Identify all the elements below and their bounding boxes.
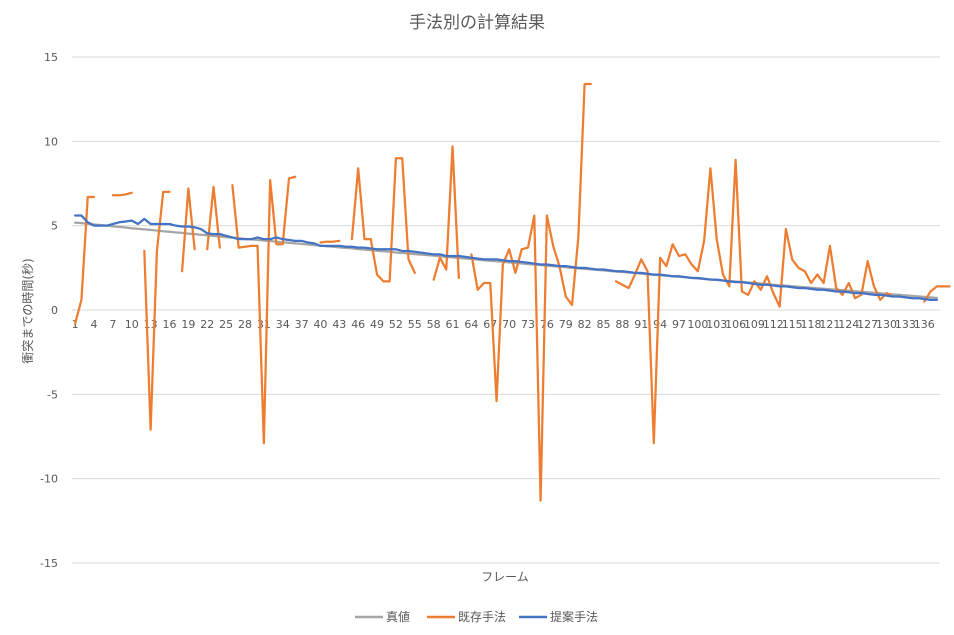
y-tick-label: 5 — [51, 220, 58, 233]
x-tick-label: 64 — [464, 318, 478, 331]
x-tick-label: 109 — [744, 318, 765, 331]
x-tick-label: 61 — [446, 318, 460, 331]
x-tick-label: 133 — [895, 318, 916, 331]
x-tick-label: 19 — [181, 318, 195, 331]
x-tick-label: 121 — [819, 318, 840, 331]
x-tick-label: 67 — [483, 318, 497, 331]
x-tick-label: 118 — [801, 318, 822, 331]
x-tick-label: 46 — [351, 318, 365, 331]
x-tick-label: 115 — [782, 318, 803, 331]
x-tick-label: 40 — [313, 318, 327, 331]
x-tick-label: 22 — [200, 318, 214, 331]
x-tick-label: 124 — [838, 318, 859, 331]
y-axis-ticks: 15 10 5 0 -5 -10 -15 — [40, 51, 58, 570]
y-tick-label: -10 — [40, 473, 58, 486]
x-tick-label: 82 — [578, 318, 592, 331]
x-tick-label: 103 — [706, 318, 727, 331]
x-tick-label: 85 — [596, 318, 610, 331]
legend-label-true: 真値 — [386, 609, 410, 624]
x-tick-label: 52 — [389, 318, 403, 331]
y-tick-label: -5 — [47, 388, 58, 401]
y-tick-label: -15 — [40, 557, 58, 570]
x-tick-label: 76 — [540, 318, 554, 331]
series-line-proposed — [74, 214, 938, 302]
x-tick-label: 16 — [162, 318, 176, 331]
y-tick-label: 10 — [44, 135, 58, 148]
series-lines — [74, 82, 951, 502]
series-line-existing — [74, 82, 951, 502]
x-tick-label: 25 — [219, 318, 233, 331]
legend: 真値 既存手法 提案手法 — [355, 609, 598, 624]
legend-label-existing: 既存手法 — [458, 610, 506, 624]
x-tick-label: 94 — [653, 318, 667, 331]
x-tick-label: 34 — [276, 318, 290, 331]
x-tick-label: 130 — [876, 318, 897, 331]
x-tick-label: 4 — [91, 318, 98, 331]
x-tick-label: 106 — [725, 318, 746, 331]
gridlines — [72, 56, 940, 564]
x-tick-label: 100 — [687, 318, 708, 331]
x-tick-label: 136 — [914, 318, 935, 331]
x-tick-label: 70 — [502, 318, 516, 331]
y-axis-title: 衝突までの時間(秒) — [20, 258, 35, 363]
x-axis-title: フレーム — [481, 570, 529, 584]
x-tick-label: 73 — [521, 318, 535, 331]
x-tick-label: 88 — [615, 318, 629, 331]
legend-label-proposed: 提案手法 — [550, 609, 598, 624]
x-tick-label: 112 — [763, 318, 784, 331]
x-tick-label: 79 — [559, 318, 573, 331]
x-tick-label: 58 — [427, 318, 441, 331]
x-tick-label: 127 — [857, 318, 878, 331]
x-tick-label: 10 — [125, 318, 139, 331]
x-tick-label: 37 — [295, 318, 309, 331]
x-tick-label: 28 — [238, 318, 252, 331]
x-axis-ticks: 1 4 7 10 13 16 19 22 25 28 31 34 37 40 43 46 49 52 55 58 61 6… — [72, 318, 935, 331]
x-tick-label: 43 — [332, 318, 346, 331]
x-tick-label: 49 — [370, 318, 384, 331]
chart-title: 手法別の計算結果 — [409, 13, 545, 33]
y-tick-label: 0 — [51, 304, 58, 317]
y-tick-label: 15 — [44, 51, 58, 64]
x-tick-label: 7 — [109, 318, 116, 331]
x-tick-label: 97 — [672, 318, 686, 331]
x-tick-label: 91 — [634, 318, 648, 331]
x-tick-label: 55 — [408, 318, 422, 331]
